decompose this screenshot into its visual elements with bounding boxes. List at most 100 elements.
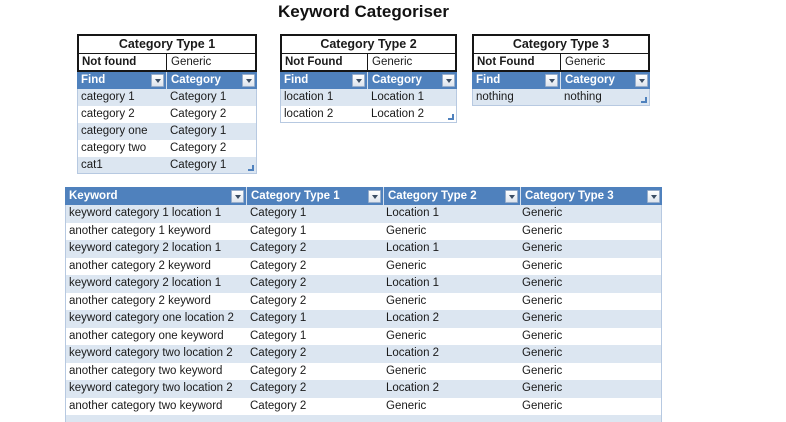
table-cell[interactable]: Category 2: [250, 259, 307, 272]
table-cell[interactable]: Category 2: [250, 294, 307, 307]
column-header-cell[interactable]: Category Type 3: [521, 187, 662, 205]
table-cell[interactable]: another category 1 keyword: [69, 224, 211, 237]
table-cell[interactable]: nothing: [564, 91, 602, 103]
table-cell[interactable]: another category two keyword: [69, 364, 223, 377]
table-cell[interactable]: Generic: [522, 347, 563, 359]
table-cell[interactable]: keyword category 2 location 1: [69, 242, 222, 254]
table-cell[interactable]: another category one keyword: [69, 329, 224, 342]
table-cell[interactable]: Category 2: [170, 108, 227, 120]
not-found-value-cell[interactable]: Generic: [565, 56, 606, 68]
column-header-cell[interactable]: Find: [280, 72, 368, 89]
filter-dropdown-button[interactable]: [505, 189, 518, 203]
column-header-cell[interactable]: Category: [561, 72, 650, 89]
table-cell[interactable]: category two: [81, 142, 147, 154]
table-cell[interactable]: Location 2: [386, 382, 440, 394]
table-cell[interactable]: location 2: [284, 108, 334, 120]
table-cell[interactable]: Category 2: [250, 364, 307, 377]
table-cell[interactable]: category 1: [81, 91, 135, 103]
table-cell[interactable]: category one: [81, 125, 148, 137]
table-cell[interactable]: Generic: [386, 224, 427, 237]
column-header-cell[interactable]: Category Type 2: [384, 187, 521, 205]
table-cell[interactable]: Category 2: [250, 347, 307, 359]
chevron-down-icon: [371, 194, 378, 199]
table-cell[interactable]: [66, 415, 247, 422]
filter-dropdown-button[interactable]: [231, 189, 244, 203]
table-cell[interactable]: Category 1: [250, 312, 307, 324]
table-cell[interactable]: Category 2: [250, 277, 307, 289]
table-cell[interactable]: Generic: [386, 259, 427, 272]
table-cell[interactable]: [383, 415, 519, 422]
not-found-label-cell[interactable]: Not Found: [282, 54, 368, 70]
table-cell[interactable]: keyword category 2 location 1: [69, 277, 222, 289]
table-resize-handle[interactable]: [641, 97, 647, 103]
table-cell[interactable]: keyword category two location 2: [69, 382, 233, 394]
table-cell[interactable]: Category 2: [250, 242, 307, 254]
table-cell[interactable]: category 2: [81, 108, 135, 120]
table-resize-handle[interactable]: [448, 114, 454, 120]
table-cell[interactable]: Location 2: [371, 108, 425, 120]
filter-dropdown-button[interactable]: [442, 74, 455, 87]
table-cell[interactable]: Generic: [522, 242, 563, 254]
table-resize-handle[interactable]: [248, 165, 254, 171]
column-header-cell[interactable]: Find: [77, 72, 167, 89]
table-cell[interactable]: Location 2: [386, 347, 440, 359]
table-cell[interactable]: Category 1: [250, 329, 307, 342]
filter-dropdown-button[interactable]: [368, 189, 381, 203]
table-cell[interactable]: Category 2: [250, 399, 307, 412]
table-cell[interactable]: Generic: [386, 364, 427, 377]
table-cell[interactable]: Generic: [522, 224, 563, 237]
table-cell[interactable]: Location 2: [386, 312, 440, 324]
table-cell[interactable]: Generic: [522, 294, 563, 307]
table-cell[interactable]: Generic: [522, 277, 563, 289]
column-header-cell[interactable]: Category: [368, 72, 457, 89]
table-cell[interactable]: keyword category two location 2: [69, 347, 233, 359]
table-cell[interactable]: Category 1: [250, 224, 307, 237]
table-cell[interactable]: Generic: [522, 259, 563, 272]
table-cell[interactable]: keyword category one location 2: [69, 312, 234, 324]
table-cell[interactable]: another category 2 keyword: [69, 259, 211, 272]
table-cell[interactable]: Generic: [522, 312, 563, 324]
table-cell[interactable]: Generic: [522, 329, 563, 342]
chevron-down-icon: [445, 79, 452, 83]
table-cell[interactable]: Generic: [522, 382, 563, 394]
table-cell[interactable]: another category 2 keyword: [69, 294, 211, 307]
table-cell[interactable]: Generic: [522, 207, 563, 219]
table-cell[interactable]: another category two keyword: [69, 399, 223, 412]
table-cell[interactable]: Location 1: [371, 91, 425, 103]
table-cell[interactable]: nothing: [476, 91, 514, 103]
not-found-value-cell[interactable]: Generic: [171, 56, 212, 68]
table-cell[interactable]: Generic: [386, 329, 427, 342]
table-cell[interactable]: Generic: [386, 294, 427, 307]
filter-dropdown-button[interactable]: [635, 74, 648, 87]
table-cell[interactable]: Location 1: [386, 277, 440, 289]
table-cell[interactable]: Category 1: [250, 207, 307, 219]
filter-dropdown-button[interactable]: [545, 74, 558, 87]
not-found-label-cell[interactable]: Not Found: [474, 54, 561, 70]
column-header-cell[interactable]: Category: [167, 72, 257, 89]
not-found-label-cell[interactable]: Not found: [79, 54, 167, 70]
table-cell[interactable]: Category 1: [170, 125, 227, 137]
table-cell[interactable]: Location 1: [386, 242, 440, 254]
filter-dropdown-button[interactable]: [647, 189, 660, 203]
not-found-value-cell[interactable]: Generic: [372, 56, 413, 68]
column-header-cell[interactable]: Keyword: [65, 187, 247, 205]
table-cell[interactable]: Category 2: [170, 142, 227, 154]
table-cell[interactable]: Generic: [386, 399, 427, 412]
table-cell[interactable]: Category 1: [170, 159, 227, 171]
filter-dropdown-button[interactable]: [242, 74, 255, 87]
table-cell[interactable]: Location 1: [386, 207, 440, 219]
table-cell[interactable]: keyword category 1 location 1: [69, 207, 222, 219]
filter-dropdown-button[interactable]: [151, 74, 164, 87]
table-cell[interactable]: [247, 415, 383, 422]
table-cell[interactable]: Generic: [522, 399, 563, 412]
table-cell[interactable]: Category 2: [250, 382, 307, 394]
filter-dropdown-button[interactable]: [352, 74, 365, 87]
table-cell[interactable]: location 1: [284, 91, 334, 103]
table-cell[interactable]: Category 1: [170, 91, 227, 103]
table-cell[interactable]: Generic: [522, 364, 563, 377]
column-header-cell[interactable]: Find: [472, 72, 561, 89]
table-cell[interactable]: cat1: [81, 159, 103, 171]
table-cell[interactable]: [519, 415, 659, 422]
column-header-cell[interactable]: Category Type 1: [247, 187, 384, 205]
